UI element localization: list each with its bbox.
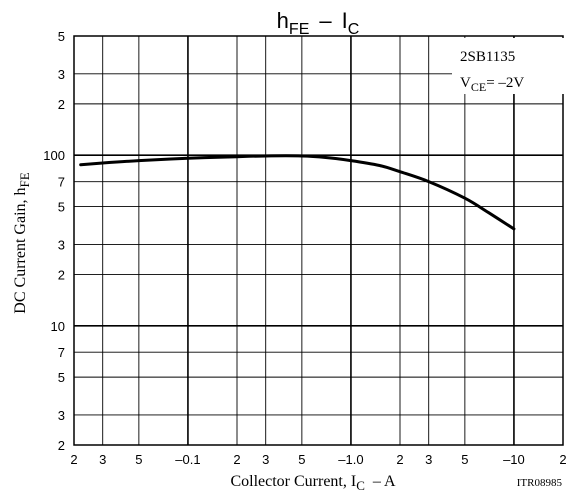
x-axis-label: Collector Current, IC – A bbox=[230, 473, 396, 493]
ylabel-main: DC Current Gain, h bbox=[12, 187, 29, 313]
major-gridlines bbox=[74, 36, 563, 445]
y-tick-label: 2 bbox=[58, 267, 65, 282]
hfe-curve bbox=[79, 154, 516, 231]
minor-gridlines bbox=[73, 35, 564, 446]
annotation-cond-sub: CE bbox=[471, 80, 486, 94]
annotation-background bbox=[452, 38, 564, 94]
y-axis-label: DC Current Gain, hFE bbox=[12, 172, 32, 313]
y-tick-label: 5 bbox=[58, 370, 65, 385]
x-tick-label: –10 bbox=[503, 452, 525, 467]
chart-title: hFE – IC bbox=[277, 8, 360, 38]
x-tick-label: 2 bbox=[70, 452, 77, 467]
y-tick-label: 2 bbox=[58, 97, 65, 112]
y-tick-label: 5 bbox=[58, 29, 65, 44]
series-layer bbox=[79, 154, 516, 231]
y-tick-labels: 2 3 5 7 10 2 3 5 7 100 2 3 5 bbox=[43, 29, 65, 453]
y-tick-label: 7 bbox=[58, 345, 65, 360]
x-tick-label: 5 bbox=[298, 452, 305, 467]
title-main: h bbox=[277, 8, 289, 33]
y-tick-label: 7 bbox=[58, 175, 65, 190]
xlabel-sub: C bbox=[356, 478, 365, 493]
ylabel-sub: FE bbox=[17, 172, 32, 187]
title-tail: I bbox=[342, 8, 348, 33]
plot-area bbox=[73, 35, 564, 446]
x-tick-label: 3 bbox=[262, 452, 269, 467]
y-tick-label: 3 bbox=[58, 237, 65, 252]
x-tick-label: 5 bbox=[461, 452, 468, 467]
y-tick-label: 3 bbox=[58, 408, 65, 423]
figure-id: ITR08985 bbox=[517, 477, 563, 489]
x-tick-labels: 2 3 5 –0.1 2 3 5 –1.0 2 3 5 –10 2 bbox=[70, 452, 566, 467]
title-tail-sub: C bbox=[348, 21, 360, 38]
y-tick-label: 10 bbox=[51, 319, 65, 334]
x-tick-label: –0.1 bbox=[175, 452, 200, 467]
x-tick-label: 2 bbox=[559, 452, 566, 467]
x-tick-label: 5 bbox=[135, 452, 142, 467]
x-tick-label: –1.0 bbox=[338, 452, 363, 467]
y-tick-label: 5 bbox=[58, 200, 65, 215]
y-tick-label: 3 bbox=[58, 67, 65, 82]
annotation-cond-main: V bbox=[460, 75, 471, 91]
x-tick-label: 2 bbox=[396, 452, 403, 467]
annotation-part: 2SB1135 bbox=[460, 49, 515, 65]
xlabel-tail: – A bbox=[372, 473, 396, 490]
x-tick-label: 3 bbox=[425, 452, 432, 467]
annotation-condition: VCE= –2V bbox=[460, 75, 524, 94]
x-tick-label: 2 bbox=[233, 452, 240, 467]
title-main-sub: FE bbox=[289, 21, 309, 38]
annotation-cond-tail: = –2V bbox=[486, 75, 524, 91]
y-tick-label: 100 bbox=[43, 148, 65, 163]
title-dash: – bbox=[319, 8, 332, 33]
y-tick-label: 2 bbox=[58, 438, 65, 453]
xlabel-main: Collector Current, I bbox=[230, 473, 356, 490]
x-tick-label: 3 bbox=[99, 452, 106, 467]
